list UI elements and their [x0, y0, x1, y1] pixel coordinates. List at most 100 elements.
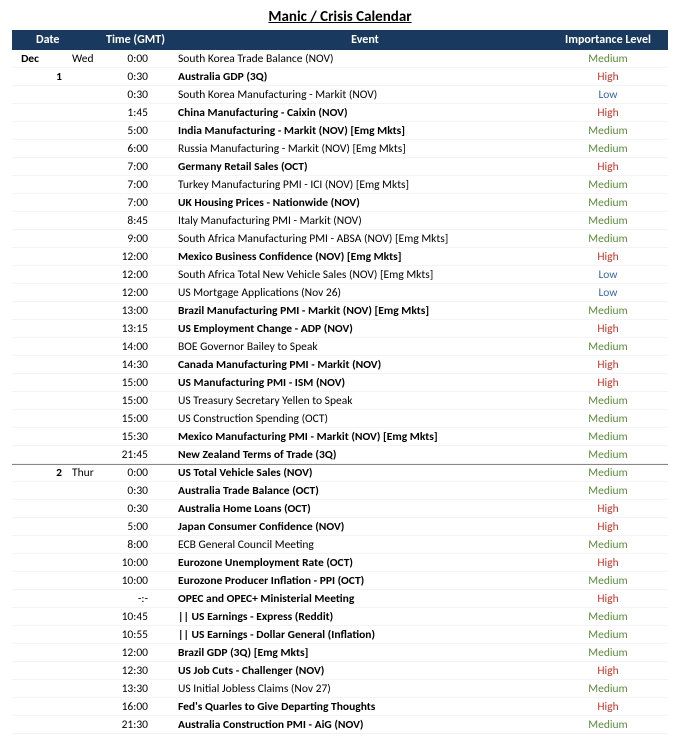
table-row: 10:00Eurozone Unemployment Rate (OCT)Hig… [12, 554, 668, 572]
table-row: 12:00US Mortgage Applications (Nov 26)Lo… [12, 284, 668, 302]
time-label: 0:30 [106, 484, 176, 498]
time-label: 21:45 [106, 448, 176, 462]
importance-label: Medium [548, 412, 668, 426]
time-label: 10:00 [106, 556, 176, 570]
table-row: 15:00US Manufacturing PMI - ISM (NOV)Hig… [12, 374, 668, 392]
importance-label: Medium [548, 340, 668, 354]
event-label: ECB General Council Meeting [176, 538, 548, 552]
table-row: 5:00India Manufacturing - Markit (NOV) [… [12, 122, 668, 140]
table-row: 14:30Canada Manufacturing PMI - Markit (… [12, 356, 668, 374]
importance-label: Medium [548, 484, 668, 498]
importance-label: Medium [548, 178, 668, 192]
event-label: India Manufacturing - Markit (NOV) [Emg … [176, 124, 548, 138]
time-label: 12:00 [106, 268, 176, 282]
importance-label: Medium [548, 628, 668, 642]
event-label: || US Earnings - Express (Reddit) [176, 610, 548, 624]
table-row: 6:00Russia Manufacturing - Markit (NOV) … [12, 140, 668, 158]
table-row: 0:30Australia Home Loans (OCT)High [12, 500, 668, 518]
table-row: 7:00Germany Retail Sales (OCT)High [12, 158, 668, 176]
importance-label: Medium [548, 574, 668, 588]
importance-label: Medium [548, 718, 668, 732]
table-row: 10:45|| US Earnings - Express (Reddit)Me… [12, 608, 668, 626]
importance-label: High [548, 322, 668, 336]
importance-label: Medium [548, 214, 668, 228]
event-label: South Korea Trade Balance (NOV) [176, 52, 548, 66]
event-label: Italy Manufacturing PMI - Markit (NOV) [176, 214, 548, 228]
table-row: 13:15US Employment Change - ADP (NOV)Hig… [12, 320, 668, 338]
importance-label: Medium [548, 448, 668, 462]
table-row: 13:30US Initial Jobless Claims (Nov 27)M… [12, 680, 668, 698]
table-row: 15:00US Construction Spending (OCT)Mediu… [12, 410, 668, 428]
event-label: US Treasury Secretary Yellen to Speak [176, 394, 548, 408]
table-row: 16:00Fed's Quarles to Give Departing Tho… [12, 698, 668, 716]
table-row: 12:30US Job Cuts - Challenger (NOV)High [12, 662, 668, 680]
time-label: 8:45 [106, 214, 176, 228]
event-label: BOE Governor Bailey to Speak [176, 340, 548, 354]
table-row: 9:00South Africa Manufacturing PMI - ABS… [12, 230, 668, 248]
time-label: 14:00 [106, 340, 176, 354]
time-label: 12:00 [106, 646, 176, 660]
importance-label: High [548, 70, 668, 84]
table-header: Date Time (GMT) Event Importance Level [12, 30, 668, 50]
event-label: Eurozone Producer Inflation - PPI (OCT) [176, 574, 548, 588]
importance-label: High [548, 106, 668, 120]
time-label: 21:30 [106, 718, 176, 732]
importance-label: Low [548, 268, 668, 282]
importance-label: Medium [548, 430, 668, 444]
time-label: 15:00 [106, 394, 176, 408]
table-row: 14:00BOE Governor Bailey to SpeakMedium [12, 338, 668, 356]
time-label: 7:00 [106, 178, 176, 192]
time-label: 7:00 [106, 160, 176, 174]
event-label: Germany Retail Sales (OCT) [176, 160, 548, 174]
table-row: 10:00Eurozone Producer Inflation - PPI (… [12, 572, 668, 590]
column-time: Time (GMT) [102, 33, 182, 47]
event-label: || US Earnings - Dollar General (Inflati… [176, 628, 548, 642]
time-label: 5:00 [106, 124, 176, 138]
event-label: Brazil Manufacturing PMI - Markit (NOV) … [176, 304, 548, 318]
importance-label: High [548, 556, 668, 570]
time-label: 12:30 [106, 664, 176, 678]
importance-label: Medium [548, 466, 668, 480]
page-title: Manic / Crisis Calendar [12, 8, 668, 30]
importance-label: Medium [548, 610, 668, 624]
table-row: 8:45Italy Manufacturing PMI - Markit (NO… [12, 212, 668, 230]
importance-label: Low [548, 88, 668, 102]
time-label: 6:00 [106, 142, 176, 156]
table-row: 2Thur0:00US Total Vehicle Sales (NOV)Med… [12, 464, 668, 482]
event-label: South Africa Manufacturing PMI - ABSA (N… [176, 232, 548, 246]
event-label: Fed's Quarles to Give Departing Thoughts [176, 700, 548, 714]
table-row: 7:00Turkey Manufacturing PMI - ICI (NOV)… [12, 176, 668, 194]
calendar-container: Manic / Crisis Calendar Date Time (GMT) … [0, 0, 680, 742]
event-label: Eurozone Unemployment Rate (OCT) [176, 556, 548, 570]
time-label: 16:00 [106, 700, 176, 714]
table-row: DecWed0:00South Korea Trade Balance (NOV… [12, 50, 668, 68]
daynum-label: 2 [48, 466, 70, 480]
column-event: Event [182, 33, 548, 47]
importance-label: Medium [548, 646, 668, 660]
event-label: Brazil GDP (3Q) [Emg Mkts] [176, 646, 548, 660]
time-label: 10:00 [106, 574, 176, 588]
event-label: Australia Construction PMI - AiG (NOV) [176, 718, 548, 732]
importance-label: Medium [548, 124, 668, 138]
event-label: New Zealand Terms of Trade (3Q) [176, 448, 548, 462]
time-label: 13:00 [106, 304, 176, 318]
month-label: Dec [12, 52, 48, 66]
event-label: Russia Manufacturing - Markit (NOV) [Emg… [176, 142, 548, 156]
time-label: 8:00 [106, 538, 176, 552]
time-label: 1:45 [106, 106, 176, 120]
table-row: 15:30Mexico Manufacturing PMI - Markit (… [12, 428, 668, 446]
event-label: US Manufacturing PMI - ISM (NOV) [176, 376, 548, 390]
table-row: 15:00US Treasury Secretary Yellen to Spe… [12, 392, 668, 410]
time-label: 13:15 [106, 322, 176, 336]
importance-label: High [548, 250, 668, 264]
importance-label: High [548, 376, 668, 390]
weekday-label: Thur [70, 466, 106, 480]
event-label: Mexico Manufacturing PMI - Markit (NOV) … [176, 430, 548, 444]
event-label: Japan Consumer Confidence (NOV) [176, 520, 548, 534]
table-row: -:-OPEC and OPEC+ Ministerial MeetingHig… [12, 590, 668, 608]
event-label: US Initial Jobless Claims (Nov 27) [176, 682, 548, 696]
table-row: 7:00UK Housing Prices - Nationwide (NOV)… [12, 194, 668, 212]
event-label: South Africa Total New Vehicle Sales (NO… [176, 268, 548, 282]
time-label: 0:30 [106, 70, 176, 84]
table-row: 0:30Australia Trade Balance (OCT)Medium [12, 482, 668, 500]
